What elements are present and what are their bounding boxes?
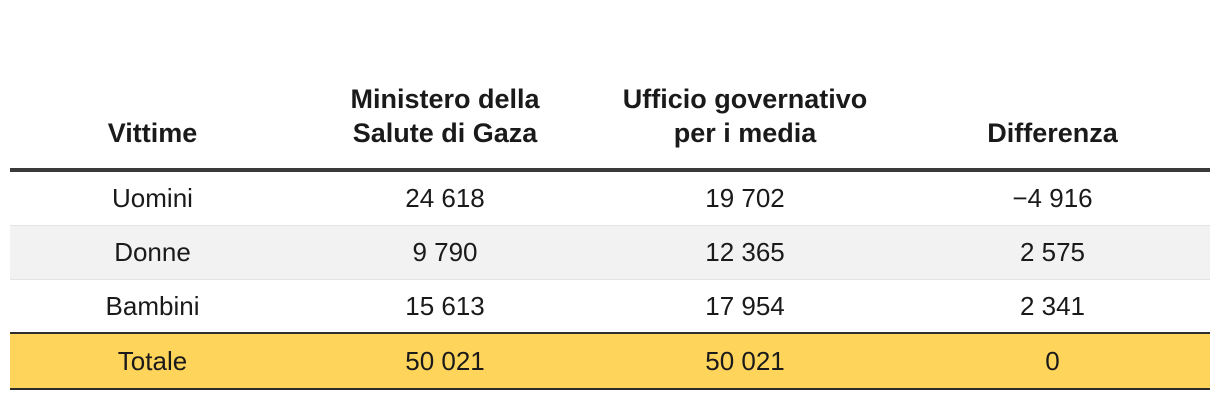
table-cell: 50 021 xyxy=(405,345,485,376)
row-label: Bambini xyxy=(105,290,200,321)
column-header-differenza: Differenza xyxy=(987,118,1118,148)
table-header: Vittime Ministero della Salute di Gaza U… xyxy=(10,0,1210,172)
column-header-vittime: Vittime xyxy=(107,118,198,148)
row-label: Totale xyxy=(117,345,188,376)
column-header-ufficio: Ufficio governativo per i media xyxy=(622,84,868,148)
row-label: Uomini xyxy=(112,183,193,213)
table-row-totale: Totale 50 021 50 021 0 xyxy=(10,334,1210,390)
table-row-donne: Donne 9 790 12 365 2 575 xyxy=(10,226,1210,280)
table-cell: 2 341 xyxy=(1019,290,1086,321)
table-cell: 19 702 xyxy=(705,183,785,213)
table-cell: −4 916 xyxy=(1012,183,1093,213)
column-header-ministero: Ministero della Salute di Gaza xyxy=(350,84,540,148)
row-label: Donne xyxy=(114,237,191,267)
table-cell: 50 021 xyxy=(705,345,785,376)
table-cell: 2 575 xyxy=(1019,237,1086,267)
table-cell: 0 xyxy=(1045,345,1060,376)
table-cell: 24 618 xyxy=(405,183,485,213)
table-cell: 12 365 xyxy=(705,237,785,267)
table-cell: 9 790 xyxy=(412,237,478,267)
table-cell: 17 954 xyxy=(705,290,785,321)
casualties-table: Vittime Ministero della Salute di Gaza U… xyxy=(10,0,1210,400)
table-row-uomini: Uomini 24 618 19 702 −4 916 xyxy=(10,172,1210,226)
table-cell: 15 613 xyxy=(405,290,485,321)
table-row-bambini: Bambini 15 613 17 954 2 341 xyxy=(10,280,1210,334)
